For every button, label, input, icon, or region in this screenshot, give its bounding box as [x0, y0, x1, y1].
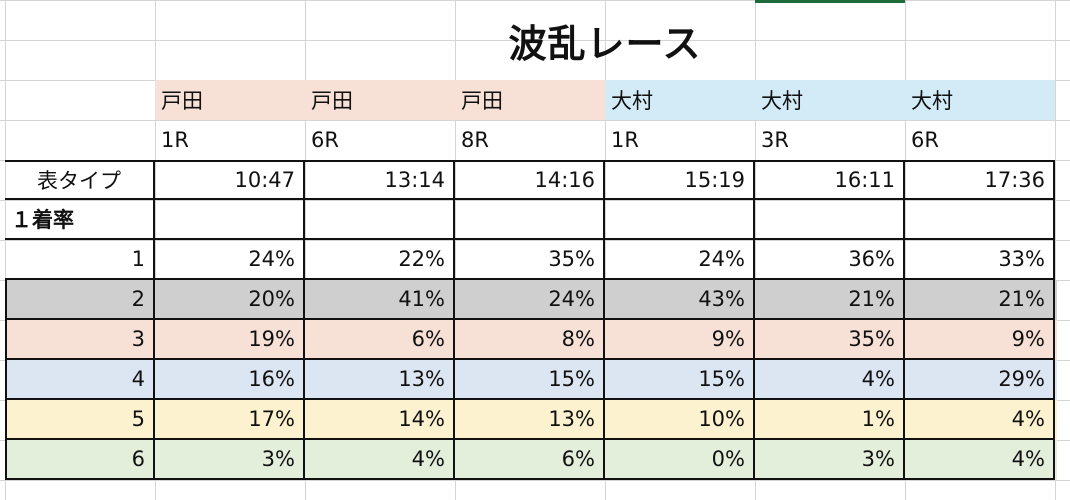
empty-cell[interactable]	[155, 200, 305, 240]
lane-row: 6 3% 4% 6% 0% 3% 4%	[5, 440, 1057, 480]
rate-cell[interactable]: 9%	[605, 320, 755, 360]
rate-cell[interactable]: 3%	[155, 440, 305, 480]
rate-cell[interactable]: 13%	[305, 360, 455, 400]
venue-cell[interactable]: 大村	[905, 80, 1055, 120]
rate-cell[interactable]: 4%	[305, 440, 455, 480]
venue-cell[interactable]: 戸田	[155, 80, 305, 120]
time-cell[interactable]: 17:36	[905, 160, 1055, 200]
race-cell[interactable]: 8R	[461, 128, 489, 152]
venue-cell[interactable]: 大村	[605, 80, 755, 120]
rate-table: 表タイプ 10:47 13:14 14:16 15:19 16:11 17:36…	[5, 160, 1057, 480]
rate-cell[interactable]: 4%	[905, 440, 1055, 480]
venue-cell[interactable]: 戸田	[455, 80, 605, 120]
lane-row: 5 17% 14% 13% 10% 1% 4%	[5, 400, 1057, 440]
lane-cell[interactable]: 5	[5, 400, 155, 440]
rate-cell[interactable]: 22%	[305, 240, 455, 280]
rate-cell[interactable]: 9%	[905, 320, 1055, 360]
rate-cell[interactable]: 19%	[155, 320, 305, 360]
race-cell[interactable]: 6R	[911, 128, 939, 152]
empty-cell[interactable]	[5, 120, 155, 160]
lane-cell[interactable]: 6	[5, 440, 155, 480]
race-row: 1R 6R 8R 1R 3R 6R	[5, 120, 1057, 160]
lane-cell[interactable]: 2	[5, 280, 155, 320]
rate-cell[interactable]: 14%	[305, 400, 455, 440]
type-row: 表タイプ 10:47 13:14 14:16 15:19 16:11 17:36	[5, 160, 1057, 200]
lane-row: 4 16% 13% 15% 15% 4% 29%	[5, 360, 1057, 400]
rate-cell[interactable]: 16%	[155, 360, 305, 400]
time-cell[interactable]: 14:16	[455, 160, 605, 200]
rate-cell[interactable]: 21%	[905, 280, 1055, 320]
lane-cell[interactable]: 3	[5, 320, 155, 360]
rate-cell[interactable]: 35%	[455, 240, 605, 280]
empty-cell[interactable]	[5, 80, 155, 120]
venue-row: 戸田 戸田 戸田 大村 大村 大村	[5, 80, 1057, 120]
time-cell[interactable]: 16:11	[755, 160, 905, 200]
rate-cell[interactable]: 6%	[305, 320, 455, 360]
type-label-cell[interactable]: 表タイプ	[5, 160, 155, 200]
lane-row: 3 19% 6% 8% 9% 35% 9%	[5, 320, 1057, 360]
lane-cell[interactable]: 1	[5, 240, 155, 280]
rate-cell[interactable]: 3%	[755, 440, 905, 480]
race-cell[interactable]: 1R	[161, 128, 189, 152]
time-cell[interactable]: 10:47	[155, 160, 305, 200]
rate-cell[interactable]: 43%	[605, 280, 755, 320]
rate-cell[interactable]: 0%	[605, 440, 755, 480]
empty-cell[interactable]	[755, 200, 905, 240]
rate-cell[interactable]: 24%	[155, 240, 305, 280]
section-label-cell[interactable]: １着率	[5, 200, 155, 240]
time-cell[interactable]: 13:14	[305, 160, 455, 200]
time-cell[interactable]: 15:19	[605, 160, 755, 200]
section-row: １着率	[5, 200, 1057, 240]
rate-cell[interactable]: 4%	[905, 400, 1055, 440]
rate-cell[interactable]: 24%	[605, 240, 755, 280]
rate-cell[interactable]: 41%	[305, 280, 455, 320]
rate-cell[interactable]: 8%	[455, 320, 605, 360]
venue-cell[interactable]: 戸田	[305, 80, 455, 120]
venue-cell[interactable]: 大村	[755, 80, 905, 120]
sheet-title[interactable]: 波乱レース	[508, 21, 702, 66]
rate-cell[interactable]: 6%	[455, 440, 605, 480]
race-cell[interactable]: 1R	[611, 128, 639, 152]
lane-cell[interactable]: 4	[5, 360, 155, 400]
rate-cell[interactable]: 29%	[905, 360, 1055, 400]
race-cell[interactable]: 6R	[311, 128, 339, 152]
rate-cell[interactable]: 1%	[755, 400, 905, 440]
lane-row: 2 20% 41% 24% 43% 21% 21%	[5, 280, 1057, 320]
rate-cell[interactable]: 20%	[155, 280, 305, 320]
active-sheet-indicator	[755, 0, 905, 3]
rate-cell[interactable]: 36%	[755, 240, 905, 280]
rate-cell[interactable]: 24%	[455, 280, 605, 320]
rate-cell[interactable]: 15%	[605, 360, 755, 400]
race-cell[interactable]: 3R	[761, 128, 789, 152]
empty-cell[interactable]	[455, 200, 605, 240]
lane-row: 1 24% 22% 35% 24% 36% 33%	[5, 240, 1057, 280]
rate-cell[interactable]: 35%	[755, 320, 905, 360]
rate-cell[interactable]: 33%	[905, 240, 1055, 280]
rate-cell[interactable]: 17%	[155, 400, 305, 440]
rate-cell[interactable]: 15%	[455, 360, 605, 400]
empty-cell[interactable]	[905, 200, 1055, 240]
rate-cell[interactable]: 4%	[755, 360, 905, 400]
rate-cell[interactable]: 13%	[455, 400, 605, 440]
rate-cell[interactable]: 21%	[755, 280, 905, 320]
rate-cell[interactable]: 10%	[605, 400, 755, 440]
empty-cell[interactable]	[305, 200, 455, 240]
empty-cell[interactable]	[605, 200, 755, 240]
